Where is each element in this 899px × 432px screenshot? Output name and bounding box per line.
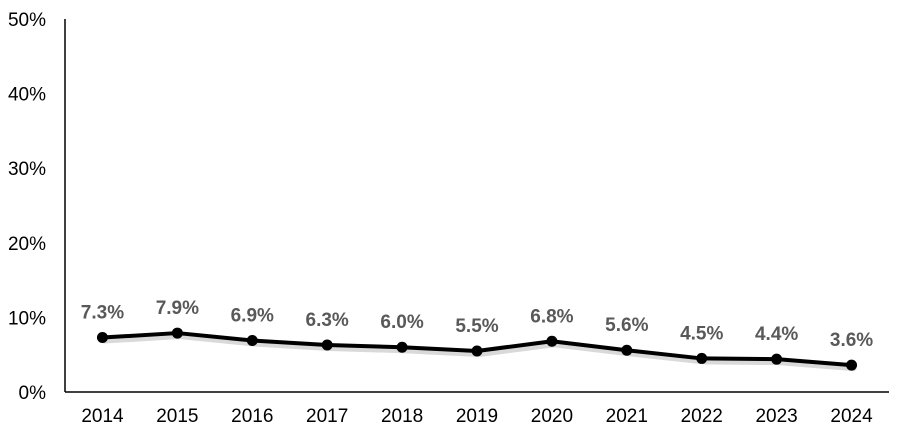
- x-tick-label: 2016: [231, 406, 273, 427]
- data-label: 4.5%: [680, 323, 723, 344]
- data-label: 6.9%: [231, 306, 274, 327]
- y-tick-label: 10%: [8, 308, 46, 329]
- data-label: 5.6%: [605, 315, 648, 336]
- x-tick-label: 2019: [456, 406, 498, 427]
- data-point: [846, 359, 858, 371]
- data-point: [621, 344, 633, 356]
- x-tick-label: 2017: [306, 406, 348, 427]
- y-tick-label: 20%: [8, 234, 46, 255]
- data-label: 3.6%: [830, 330, 873, 351]
- data-label: 7.3%: [81, 303, 124, 324]
- data-point: [546, 335, 558, 347]
- axes-group: [64, 19, 889, 393]
- data-point: [396, 341, 408, 353]
- y-tick-label: 30%: [8, 159, 46, 180]
- x-tick-labels: 2014 2015 2016 2017 2018 2019 2020 2021 2022 2023…: [81, 406, 873, 427]
- data-point: [171, 327, 183, 339]
- data-label: 6.0%: [380, 312, 423, 333]
- series-group: [96, 327, 858, 372]
- data-label: 6.3%: [306, 310, 349, 331]
- x-tick-label: 2022: [681, 406, 723, 427]
- data-point: [321, 339, 333, 351]
- data-point: [246, 335, 258, 347]
- x-tick-label: 2014: [81, 406, 124, 427]
- data-point: [96, 332, 108, 344]
- data-point: [771, 353, 783, 365]
- data-label: 5.5%: [455, 316, 498, 337]
- data-label: 7.9%: [156, 298, 199, 319]
- data-point: [471, 345, 483, 357]
- data-labels-group: 7.3% 7.9% 6.9% 6.3% 6.0% 5.5% 6.8% 5.6% 4.5% 4.4%…: [81, 298, 874, 351]
- y-tick-labels: 0% 10% 20% 30% 40% 50%: [8, 10, 46, 404]
- data-label: 6.8%: [530, 306, 573, 327]
- x-tick-label: 2018: [381, 406, 423, 427]
- x-tick-label: 2023: [755, 406, 797, 427]
- y-tick-label: 40%: [8, 85, 46, 106]
- x-tick-label: 2020: [531, 406, 573, 427]
- x-tick-label: 2024: [830, 406, 873, 427]
- y-tick-label: 0%: [19, 383, 47, 404]
- data-point: [696, 352, 708, 364]
- y-tick-label: 50%: [8, 10, 46, 31]
- x-tick-label: 2021: [606, 406, 648, 427]
- data-label: 4.4%: [755, 324, 798, 345]
- x-tick-label: 2015: [156, 406, 198, 427]
